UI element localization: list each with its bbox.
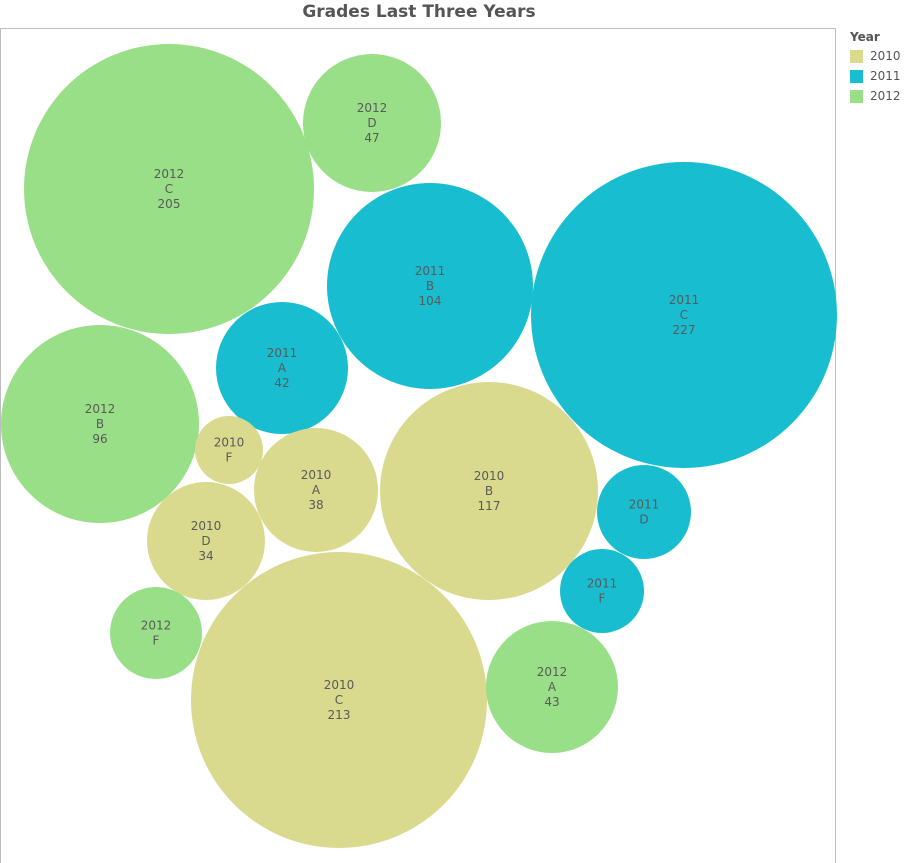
legend-item-2012[interactable]: 2012	[850, 86, 901, 106]
legend-item-2011[interactable]: 2011	[850, 66, 901, 86]
bubble-circle[interactable]	[327, 183, 533, 389]
bubble-label-year: 2010	[324, 678, 355, 692]
bubble-circle[interactable]	[486, 621, 618, 753]
bubble-label-year: 2011	[587, 577, 618, 591]
bubble-label-grade: B	[96, 417, 104, 431]
bubble-label-value: 96	[92, 432, 107, 446]
bubble-label-value: 213	[328, 708, 351, 722]
bubble-label-year: 2012	[141, 619, 172, 633]
bubble-label-year: 2011	[669, 293, 700, 307]
bubble-circle[interactable]	[191, 552, 487, 848]
bubble-label-year: 2010	[301, 468, 332, 482]
bubble-label-grade: F	[599, 592, 606, 606]
bubble-label-year: 2012	[357, 101, 388, 115]
legend-label-2010: 2010	[870, 49, 901, 63]
legend: Year 2010 2011 2012	[850, 30, 901, 106]
bubble-circle[interactable]	[254, 428, 378, 552]
bubble-label-grade: B	[426, 279, 434, 293]
bubble-label-grade: C	[335, 693, 343, 707]
bubble-label-value: 117	[478, 499, 501, 513]
bubble-circle[interactable]	[560, 549, 644, 633]
bubble-label-year: 2010	[191, 519, 222, 533]
bubble-label-value: 47	[364, 131, 379, 145]
legend-item-2010[interactable]: 2010	[850, 46, 901, 66]
plot-area	[0, 28, 836, 863]
bubble-circle[interactable]	[597, 465, 691, 559]
legend-swatch-2010	[850, 49, 863, 63]
bubble-label-value: 227	[673, 323, 696, 337]
bubble-label-grade: F	[153, 634, 160, 648]
legend-swatch-2011	[850, 69, 863, 83]
bubble-label-year: 2010	[214, 436, 245, 450]
bubble-label-year: 2012	[85, 402, 116, 416]
bubble-label-value: 34	[198, 549, 213, 563]
bubble-circle[interactable]	[303, 54, 441, 192]
bubble-circle[interactable]	[531, 162, 837, 468]
bubble-label-year: 2010	[474, 469, 505, 483]
bubble-label-grade: D	[201, 534, 210, 548]
bubble-label-grade: F	[226, 451, 233, 465]
bubble-circle[interactable]	[147, 482, 265, 600]
bubble-label-year: 2011	[629, 498, 660, 512]
legend-label-2012: 2012	[870, 89, 901, 103]
bubble-circle[interactable]	[110, 587, 202, 679]
legend-label-2011: 2011	[870, 69, 901, 83]
bubble-label-grade: A	[548, 680, 557, 694]
bubble-circle[interactable]	[380, 382, 598, 600]
bubble-label-value: 38	[308, 498, 323, 512]
bubble-label-grade: A	[312, 483, 321, 497]
bubble-circle[interactable]	[24, 44, 314, 334]
bubble-label-grade: A	[278, 361, 287, 375]
bubble-label-value: 104	[419, 294, 442, 308]
bubble-label-year: 2012	[537, 665, 568, 679]
bubble-label-grade: B	[485, 484, 493, 498]
bubble-label-value: 43	[544, 695, 559, 709]
bubble-label-year: 2012	[154, 167, 185, 181]
bubble-circle[interactable]	[195, 416, 263, 484]
bubble-label-year: 2011	[267, 346, 298, 360]
bubble-label-grade: D	[639, 513, 648, 527]
bubble-label-grade: C	[165, 182, 173, 196]
bubble-circle[interactable]	[1, 325, 199, 523]
legend-swatch-2012	[850, 89, 863, 103]
chart-title: Grades Last Three Years	[302, 2, 536, 22]
bubble-label-grade: C	[680, 308, 688, 322]
bubble-label-value: 205	[158, 197, 181, 211]
bubble-label-grade: D	[367, 116, 376, 130]
legend-title: Year	[850, 30, 880, 44]
bubble-label-year: 2011	[415, 264, 446, 278]
bubble-label-value: 42	[274, 376, 289, 390]
bubble-circle[interactable]	[216, 302, 348, 434]
